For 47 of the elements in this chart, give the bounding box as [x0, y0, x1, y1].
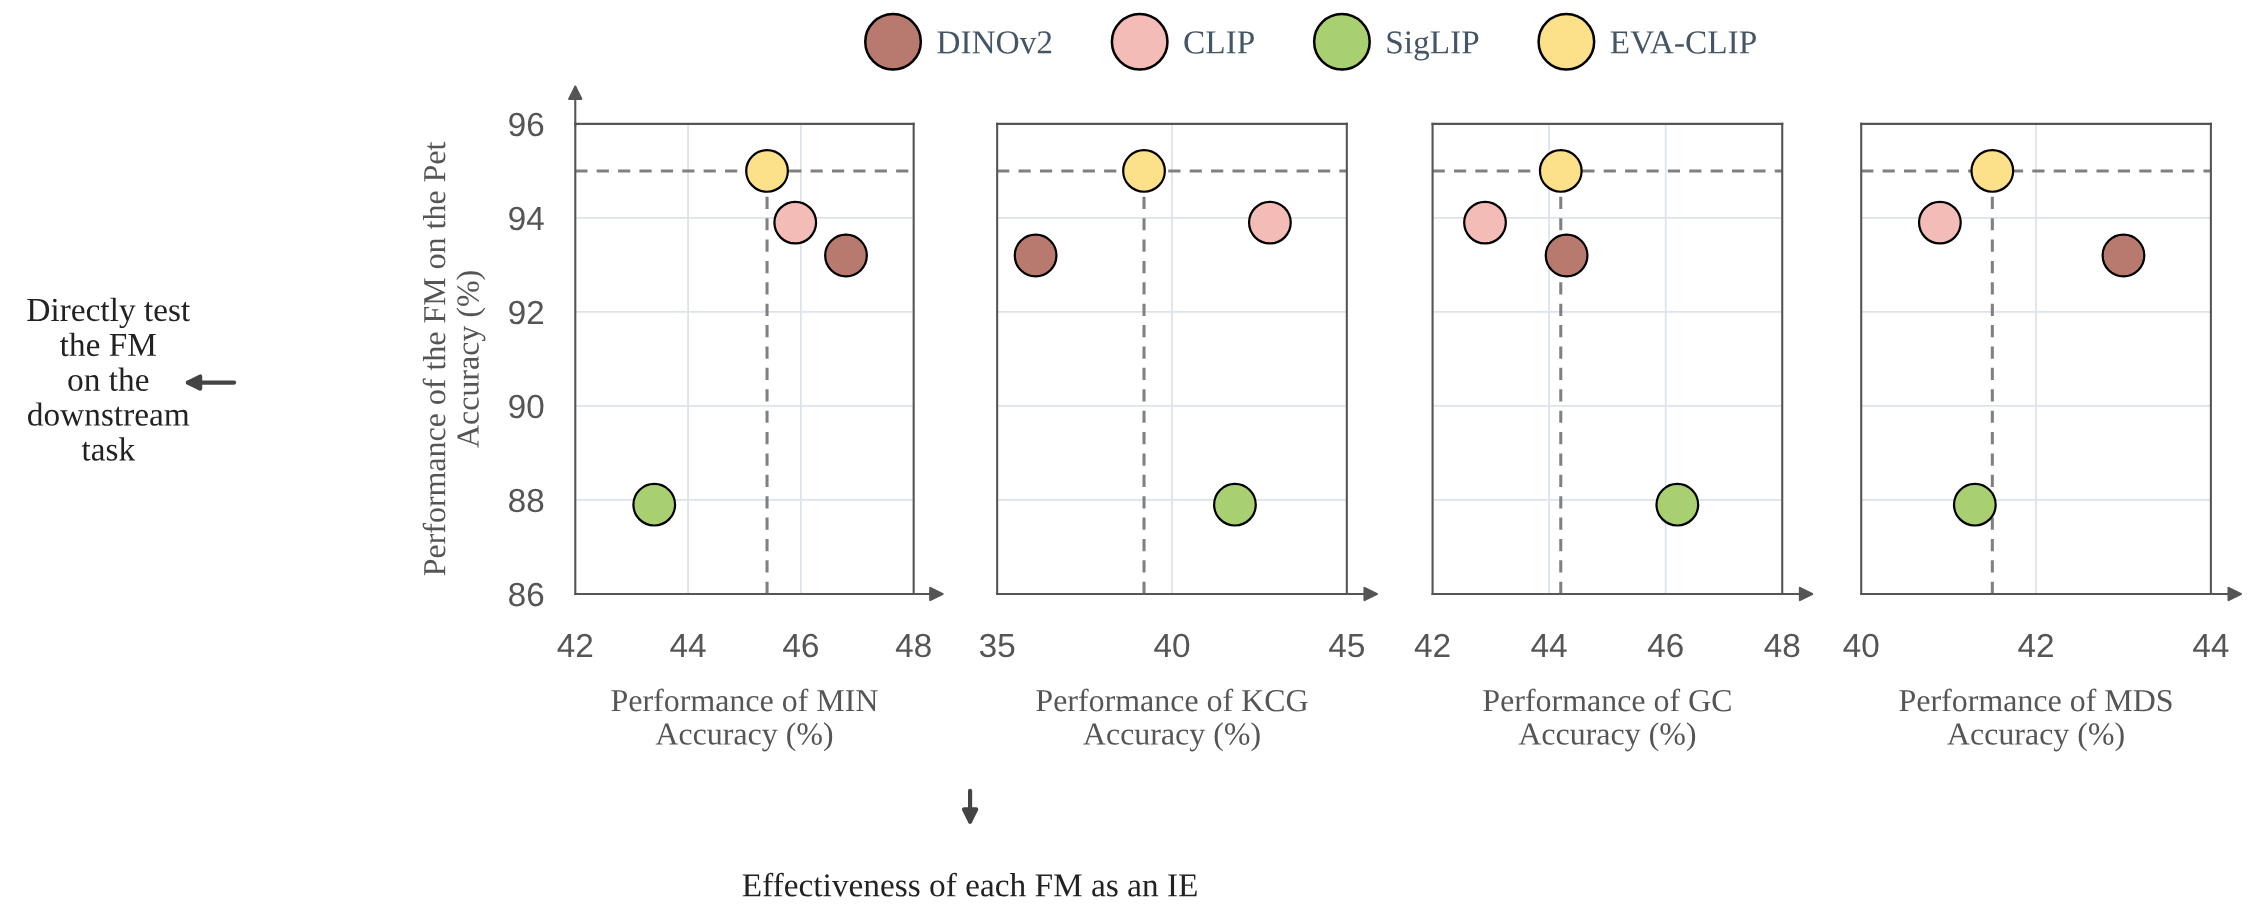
x-tick-label: 42: [557, 633, 593, 658]
x-tick-label: 40: [1154, 633, 1190, 658]
point: [1247, 200, 1292, 245]
point: [1970, 148, 2015, 193]
point: [824, 233, 868, 278]
y-tick-label: 86: [509, 582, 544, 607]
x-tick-label: 46: [1647, 633, 1683, 658]
point: [2101, 233, 2146, 278]
point: [1655, 482, 1700, 527]
y-tick-label: 94: [509, 206, 544, 231]
x-tick-label: 42: [1414, 633, 1450, 658]
y-tick-label: 90: [509, 394, 544, 419]
y-tick-label: 92: [509, 300, 544, 325]
x-tick-label: 42: [2018, 633, 2053, 658]
x-tick-label: 35: [979, 633, 1015, 658]
x-tick-label: 44: [2193, 634, 2229, 658]
x-tick-label: 48: [895, 633, 931, 658]
x-axis-title: Performance of MIN Accuracy (%): [611, 688, 878, 752]
y-axis-title: Performance of the FM on the Pet Accuracy (%): [422, 141, 486, 576]
x-tick-label: 40: [1843, 633, 1879, 658]
x-axis-title: Performance of GC Accuracy (%): [1483, 688, 1731, 752]
legend-label: CLIP: [1184, 31, 1254, 54]
y-tick-label: 88: [509, 488, 544, 513]
legend-label: EVA-CLIP: [1610, 31, 1756, 54]
x-axis-title: Performance of KCG Accuracy (%): [1036, 688, 1308, 752]
point: [1463, 200, 1507, 245]
x-axis-title: Performance of MDS Accuracy (%): [1899, 688, 2172, 752]
x-tick-label: 44: [670, 634, 706, 658]
legend-label: DINOv2: [937, 31, 1052, 54]
y-tick-label: 96: [509, 112, 544, 137]
point: [745, 148, 789, 193]
x-tick-label: 48: [1764, 633, 1800, 658]
x-tick-label: 45: [1329, 634, 1364, 658]
legend-label: SigLIP: [1387, 31, 1479, 61]
point: [1212, 482, 1257, 527]
text: Effectiveness of each FM as an IE: [742, 872, 1197, 897]
point: [1013, 233, 1058, 278]
point: [1122, 148, 1166, 193]
text: Directly test the FM on the downstream task: [27, 297, 191, 461]
point: [1538, 148, 1583, 193]
point: [773, 200, 818, 245]
x-tick-label: 46: [783, 633, 818, 658]
point: [1952, 482, 1997, 527]
x-tick-label: 44: [1531, 634, 1567, 658]
point: [1544, 233, 1589, 278]
point: [1917, 200, 1962, 245]
point: [632, 482, 677, 527]
